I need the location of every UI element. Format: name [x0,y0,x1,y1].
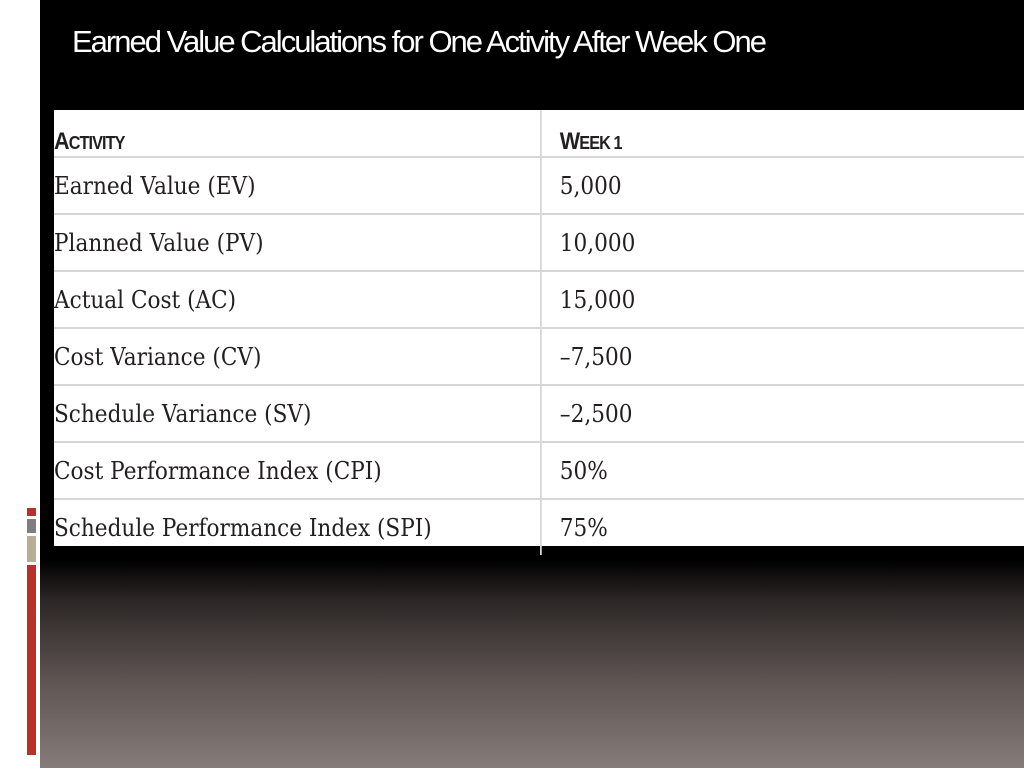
row-value: –7,500 [540,328,1024,386]
title-accent-mark [22,18,40,118]
accent-tan-bar [27,536,36,562]
table-row: Earned Value (EV) 5,000 [54,157,1024,215]
row-label: Actual Cost (AC) [54,271,542,329]
table-header-row: ACTIVITY WEEK 1 [54,110,1024,158]
row-label: Cost Performance Index (CPI) [54,442,542,500]
row-value: –2,500 [540,385,1024,443]
table-row: Planned Value (PV) 10,000 [54,214,1024,272]
row-label: Schedule Variance (SV) [54,385,542,443]
table-row: Actual Cost (AC) 15,000 [54,271,1024,329]
header-week-1: WEEK 1 [540,110,1024,158]
table-row: Cost Performance Index (CPI) 50% [54,442,1024,500]
row-value: 5,000 [540,157,1024,215]
earned-value-table: ACTIVITY WEEK 1 Earned Value (EV) 5,000 … [54,110,1024,555]
row-value: 15,000 [540,271,1024,329]
table-row: Cost Variance (CV) –7,500 [54,328,1024,386]
accent-red-bar [27,565,36,755]
header-activity: ACTIVITY [54,110,542,158]
row-label: Schedule Performance Index (SPI) [54,499,542,555]
table-row: Schedule Performance Index (SPI) 75% [54,499,1024,555]
row-value: 50% [540,442,1024,500]
slide-title: Earned Value Calculations for One Activi… [72,24,767,59]
row-label: Planned Value (PV) [54,214,542,272]
data-table: ACTIVITY WEEK 1 Earned Value (EV) 5,000 … [54,110,1024,555]
table-row: Schedule Variance (SV) –2,500 [54,385,1024,443]
row-label: Earned Value (EV) [54,157,542,215]
row-value: 10,000 [540,214,1024,272]
accent-gray-square [27,519,36,533]
side-accent-bars [27,508,39,758]
row-value: 75% [559,513,608,542]
accent-red-square [27,508,36,516]
row-label: Cost Variance (CV) [54,328,542,386]
